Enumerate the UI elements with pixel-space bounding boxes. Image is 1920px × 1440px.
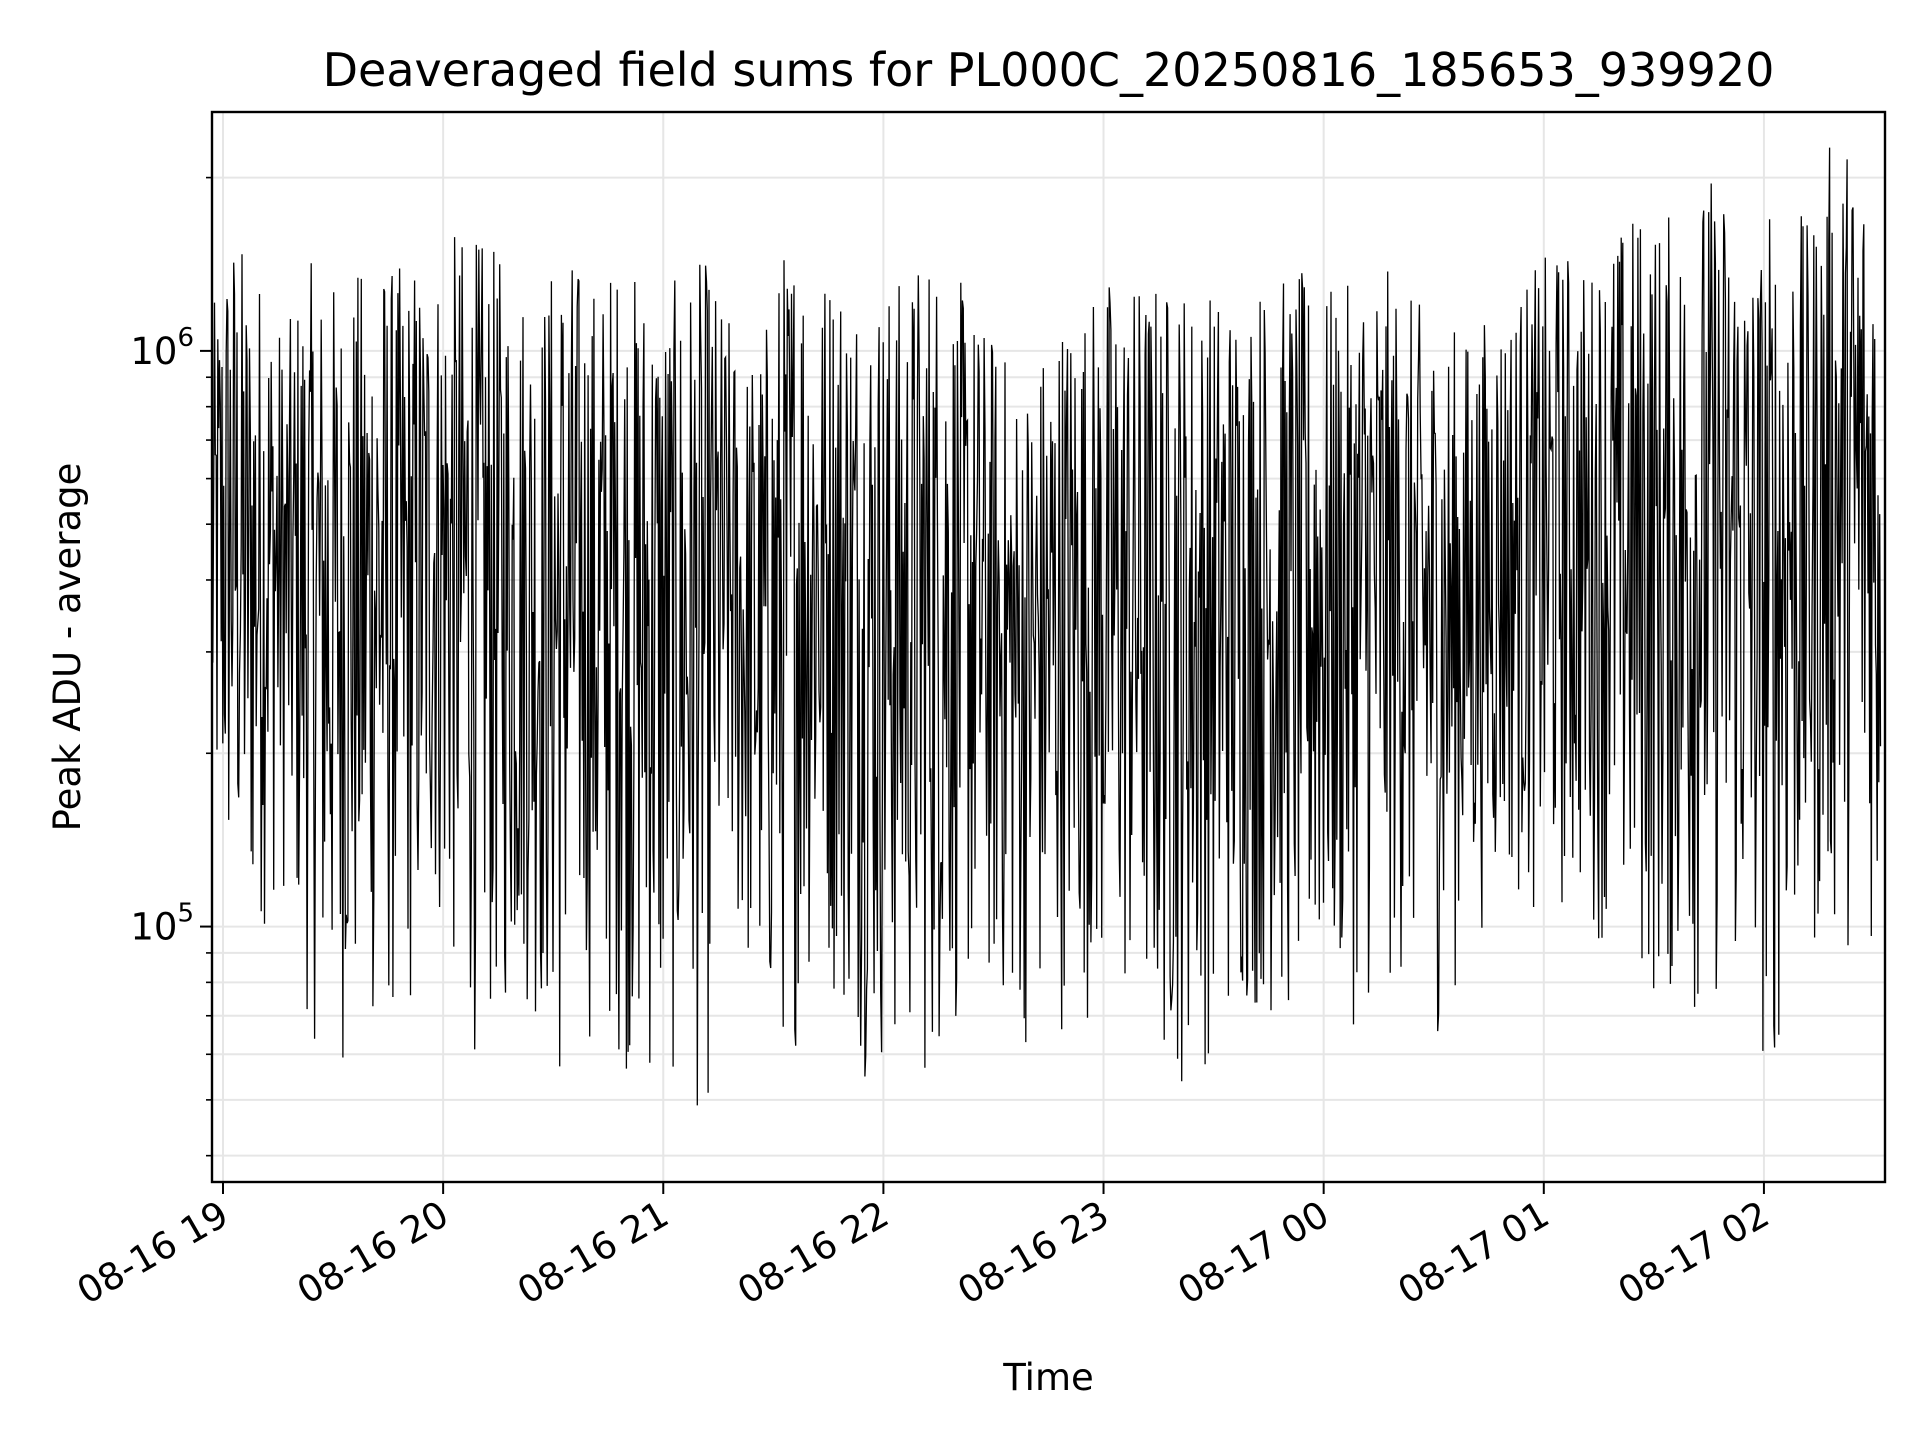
y-tick-label: 106: [130, 323, 194, 373]
data-series: [211, 147, 1882, 1106]
y-tick-exponent: 5: [177, 899, 194, 929]
y-tick-base: 10: [130, 330, 177, 373]
series-line: [211, 147, 1882, 1106]
y-tick-base: 10: [130, 906, 177, 949]
y-axis-label: Peak ADU - average: [46, 463, 89, 832]
chart-title: Deaveraged field sums for PL000C_2025081…: [323, 43, 1775, 97]
x-axis-label: Time: [1002, 1356, 1094, 1399]
y-tick-label: 105: [130, 899, 194, 949]
y-tick-exponent: 6: [177, 323, 194, 353]
plot-frame: [210, 110, 1887, 1184]
